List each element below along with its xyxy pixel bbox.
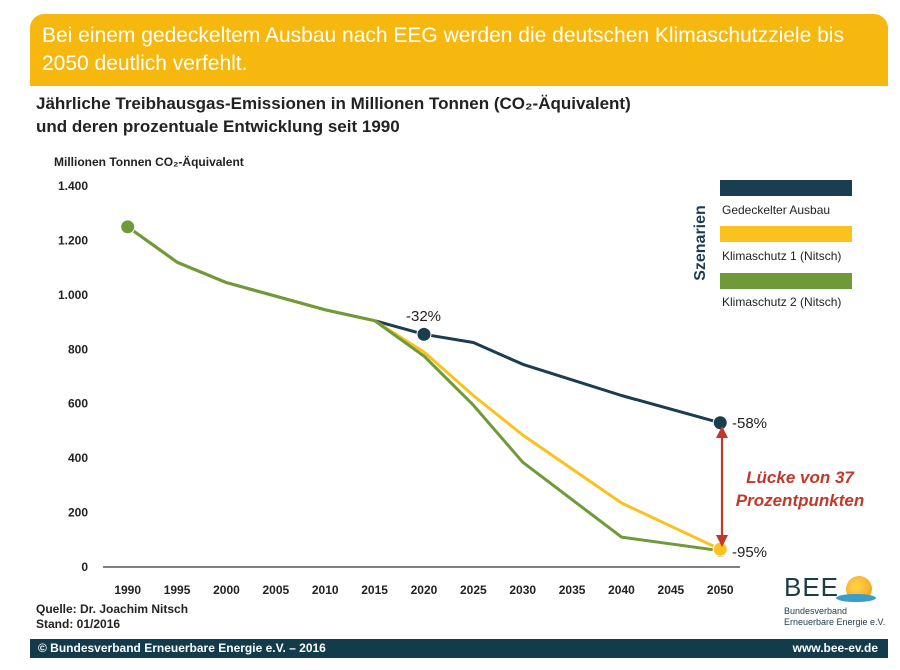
series-line-climate2 <box>126 225 722 553</box>
logo-subtitle-line2: Erneuerbare Energie e.V. <box>784 617 886 627</box>
annotation-layer: -32% -58% -95% Lücke von 37 Prozentpunkt… <box>406 308 864 561</box>
logo-subtitle: Bundesverband Erneuerbare Energie e.V. <box>784 606 885 628</box>
website-link[interactable]: www.bee-ev.de <box>792 641 878 655</box>
y-tick-label: 1.000 <box>58 288 88 302</box>
y-tick-label: 1.200 <box>58 233 88 247</box>
pct-2050-capped-label: -58% <box>732 415 767 432</box>
x-tick-label: 2005 <box>262 583 289 597</box>
y-tick-label: 400 <box>68 451 88 465</box>
headline-banner: Bei einem gedeckeltem Ausbau nach EEG we… <box>30 14 888 86</box>
y-tick-label: 200 <box>68 506 88 520</box>
data-point-marker <box>120 219 136 235</box>
chart-title-line2: und deren prozentuale Entwicklung seit 1… <box>36 117 400 136</box>
x-tick-label: 2015 <box>361 583 388 597</box>
data-point-marker <box>712 541 728 557</box>
y-tick-label: 1.400 <box>58 179 88 193</box>
bee-logo: BEE Bundesverband Erneuerbare Energie e.… <box>784 572 894 634</box>
source-line: Quelle: Dr. Joachim Nitsch <box>36 602 189 616</box>
wave-icon <box>836 594 876 602</box>
axis-layer: 0 200 400 600 800 1.000 1.200 1.400 1990 1995 2000… <box>58 179 740 597</box>
legend-label-climate1: Klimaschutz 1 (Nitsch) <box>722 249 841 263</box>
legend-swatch-climate1 <box>720 226 852 242</box>
legend-swatch-climate2 <box>720 273 852 289</box>
logo-wordmark: BEE <box>784 572 840 602</box>
pct-2020-label: -32% <box>406 308 441 325</box>
footer-bar: © Bundesverband Erneuerbare Energie e.V.… <box>30 639 888 658</box>
legend-title: Szenarien <box>692 205 709 281</box>
marker-layer <box>120 219 728 559</box>
series-line-climate1 <box>126 225 722 551</box>
headline-text: Bei einem gedeckeltem Ausbau nach EEG we… <box>42 24 844 75</box>
x-tick-label: 1995 <box>164 583 191 597</box>
gap-label-line1: Lücke von 37 <box>746 468 855 487</box>
legend-label-climate2: Klimaschutz 2 (Nitsch) <box>722 295 841 309</box>
y-tick-label: 0 <box>81 560 88 574</box>
x-tick-label: 2030 <box>509 583 536 597</box>
x-tick-label: 2040 <box>608 583 635 597</box>
pct-2050-climate-label: -95% <box>732 544 767 561</box>
x-tick-label: 2000 <box>213 583 240 597</box>
y-tick-label: 600 <box>68 397 88 411</box>
data-point-marker <box>712 415 728 431</box>
x-tick-label: 2045 <box>658 583 685 597</box>
x-tick-label: 2035 <box>559 583 586 597</box>
emissions-chart: Millionen Tonnen CO₂-Äquivalent 0 200 400 6… <box>54 154 864 597</box>
x-tick-label: 2020 <box>411 583 438 597</box>
data-point-marker <box>416 326 432 342</box>
chart-title-line1: Jährliche Treibhausgas-Emissionen in Mil… <box>36 94 631 113</box>
copyright-text: © Bundesverband Erneuerbare Energie e.V.… <box>38 641 326 655</box>
y-axis-label: Millionen Tonnen CO₂-Äquivalent <box>54 154 244 169</box>
y-tick-label: 800 <box>68 342 88 356</box>
x-tick-label: 1990 <box>114 583 141 597</box>
legend-swatch-capped <box>720 180 852 196</box>
x-tick-label: 2010 <box>312 583 339 597</box>
legend: Szenarien Gedeckelter Ausbau Klimaschutz… <box>692 180 852 309</box>
x-tick-label: 2025 <box>460 583 487 597</box>
legend-label-capped: Gedeckelter Ausbau <box>722 203 830 217</box>
gap-arrow-head-bottom <box>716 535 728 547</box>
date-line: Stand: 01/2016 <box>36 617 121 631</box>
logo-subtitle-line1: Bundesverband <box>784 606 848 616</box>
gap-label-line2: Prozentpunkten <box>736 491 864 510</box>
x-tick-label: 2050 <box>707 583 734 597</box>
source-note: Quelle: Dr. Joachim Nitsch Stand: 01/201… <box>36 602 188 632</box>
gap-arrow-head-top <box>716 426 728 438</box>
chart-title: Jährliche Treibhausgas-Emissionen in Mil… <box>36 92 796 138</box>
series-layer <box>126 225 722 553</box>
